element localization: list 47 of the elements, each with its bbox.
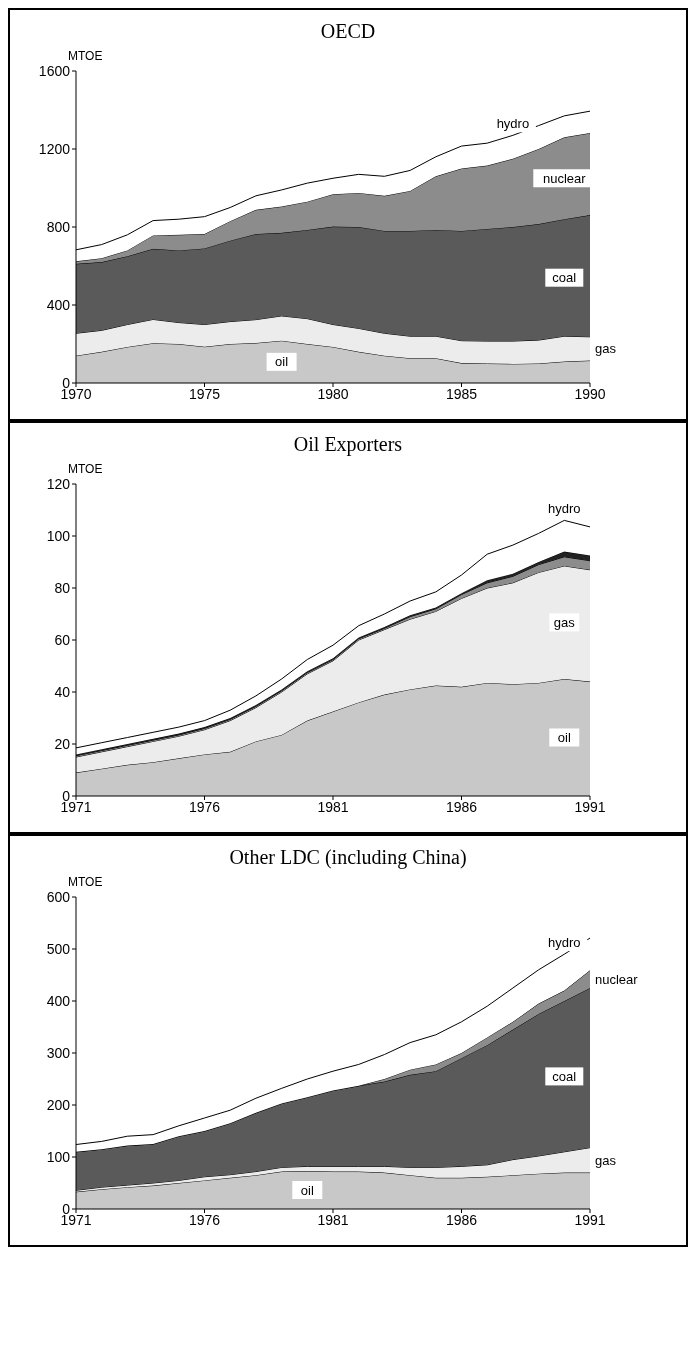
series-label: nuclear (595, 971, 639, 987)
x-tick-label: 1981 (317, 798, 349, 815)
series-label: nuclear (542, 170, 587, 186)
y-tick-label: 1200 (38, 140, 71, 157)
x-tick-label: 1981 (317, 1211, 349, 1228)
x-tick-label: 1985 (445, 385, 478, 402)
y-tick-label: 40 (54, 683, 71, 700)
y-axis-title: MTOE (68, 49, 104, 63)
x-tick-label: 1990 (574, 385, 606, 402)
x-tick-label: 1991 (574, 1211, 606, 1228)
series-label: gas (595, 1152, 617, 1168)
y-tick-label: 20 (54, 735, 71, 752)
y-tick-label: 300 (46, 1044, 71, 1061)
y-axis-title: MTOE (68, 462, 104, 476)
y-tick-label: 800 (46, 218, 71, 235)
series-label: hydro (496, 115, 530, 131)
x-tick-label: 1976 (188, 1211, 221, 1228)
y-tick-label: 500 (46, 940, 71, 957)
y-tick-label: 1600 (38, 62, 71, 79)
series-label: oil (300, 1182, 314, 1198)
chart-title: Oil Exporters (292, 433, 404, 456)
series-label: gas (595, 341, 617, 357)
series-label: coal (552, 270, 577, 286)
series-label: oil (557, 730, 571, 745)
x-tick-label: 1975 (188, 385, 221, 402)
y-axis-title: MTOE (68, 875, 104, 889)
y-tick-label: 100 (46, 527, 71, 544)
y-tick-label: 80 (54, 579, 71, 596)
series-label: oil (275, 354, 289, 370)
x-tick-label: 1986 (445, 798, 478, 815)
chart-title: Other LDC (including China) (228, 846, 468, 869)
y-tick-label: 400 (46, 296, 71, 313)
series-label: hydro (548, 500, 581, 516)
x-tick-label: 1991 (574, 798, 606, 815)
y-tick-label: 100 (46, 1148, 71, 1165)
y-tick-label: 600 (46, 888, 71, 905)
y-tick-label: 400 (46, 992, 71, 1009)
series-label: hydro (548, 934, 581, 950)
x-tick-label: 1980 (317, 385, 349, 402)
x-tick-label: 1976 (188, 798, 221, 815)
chart-title: OECD (319, 20, 377, 43)
y-tick-label: 60 (54, 631, 71, 648)
y-tick-label: 200 (46, 1096, 71, 1113)
y-tick-label: 120 (46, 475, 71, 492)
x-tick-label: 1986 (445, 1211, 478, 1228)
series-label: gas (553, 614, 576, 630)
series-label: coal (552, 1068, 577, 1084)
